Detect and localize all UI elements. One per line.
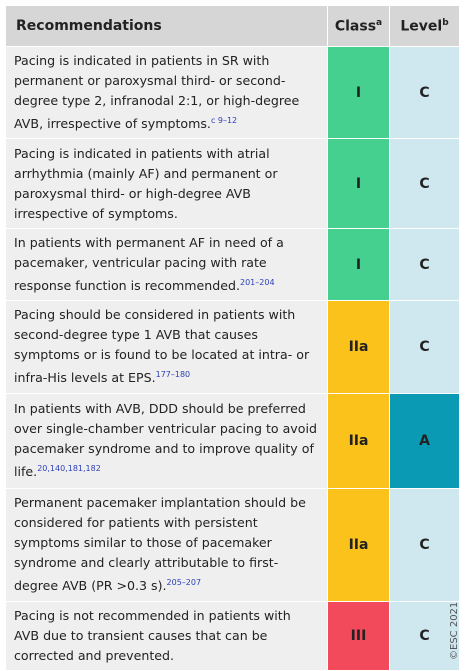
level-cell: C xyxy=(389,138,460,230)
header-class-note: a xyxy=(376,17,383,28)
recommendation-text: Pacing is not recommended in patients wi… xyxy=(14,607,291,663)
class-cell: I xyxy=(327,138,390,230)
references: 205–207 xyxy=(166,577,202,587)
row: Pacing is indicated in patients in SR wi… xyxy=(5,45,460,140)
row: In patients with AVB, DDD should be pref… xyxy=(5,392,460,489)
class-cell: IIa xyxy=(327,487,390,602)
level-cell: C xyxy=(389,487,460,602)
table-body: Pacing is indicated in patients in SR wi… xyxy=(5,45,460,671)
recommendation-cell: Pacing is indicated in patients in SR wi… xyxy=(5,45,328,140)
watermark: ©ESC 2021 xyxy=(449,601,460,660)
header-row: Recommendations Classa Levelb xyxy=(5,5,460,47)
class-cell: I xyxy=(327,45,390,140)
row: Pacing is not recommended in patients wi… xyxy=(5,600,460,671)
header-class-text: Class xyxy=(334,18,377,35)
row: In patients with permanent AF in need of… xyxy=(5,228,460,302)
references: c 9–12 xyxy=(210,116,238,125)
class-cell: I xyxy=(327,228,390,302)
level-cell: C xyxy=(389,228,460,302)
level-cell: C xyxy=(389,600,460,671)
level-cell: C xyxy=(389,300,460,394)
class-cell: IIa xyxy=(327,392,390,489)
recommendation-cell: Pacing is not recommended in patients wi… xyxy=(5,600,328,671)
recommendation-text: Pacing should be considered in patients … xyxy=(14,307,310,386)
references: 201–204 xyxy=(240,278,275,288)
class-cell: III xyxy=(327,600,390,671)
row: Pacing should be considered in patients … xyxy=(5,300,460,394)
level-cell: C xyxy=(389,45,460,140)
recommendation-cell: Permanent pacemaker implantation should … xyxy=(5,487,328,602)
recommendation-cell: Pacing should be considered in patients … xyxy=(5,300,328,394)
recommendation-text: In patients with AVB, DDD should be pref… xyxy=(14,400,317,480)
row: Pacing is indicated in patients with atr… xyxy=(5,138,460,230)
recommendation-text: In patients with permanent AF in need of… xyxy=(14,235,284,294)
recommendation-text: Pacing is indicated in patients with atr… xyxy=(14,145,278,221)
references: 20,140,181,182 xyxy=(37,463,101,473)
recommendation-cell: Pacing is indicated in patients with atr… xyxy=(5,138,328,230)
row: Permanent pacemaker implantation should … xyxy=(5,487,460,602)
header-class: Classa xyxy=(327,5,390,47)
recommendation-text: Pacing is indicated in patients in SR wi… xyxy=(14,53,300,132)
header-level: Levelb xyxy=(389,5,460,47)
class-cell: IIa xyxy=(327,300,390,394)
recommendation-text: Permanent pacemaker implantation should … xyxy=(14,494,306,594)
header-level-text: Level xyxy=(400,18,443,35)
header-recommendations: Recommendations xyxy=(5,5,328,47)
level-cell: A xyxy=(389,392,460,489)
references: 177–180 xyxy=(155,370,191,380)
recommendation-cell: In patients with AVB, DDD should be pref… xyxy=(5,392,328,489)
recommendation-table: Recommendations Classa Levelb Pacing is … xyxy=(5,5,460,671)
recommendation-cell: In patients with permanent AF in need of… xyxy=(5,228,328,302)
header-level-note: b xyxy=(442,17,449,28)
